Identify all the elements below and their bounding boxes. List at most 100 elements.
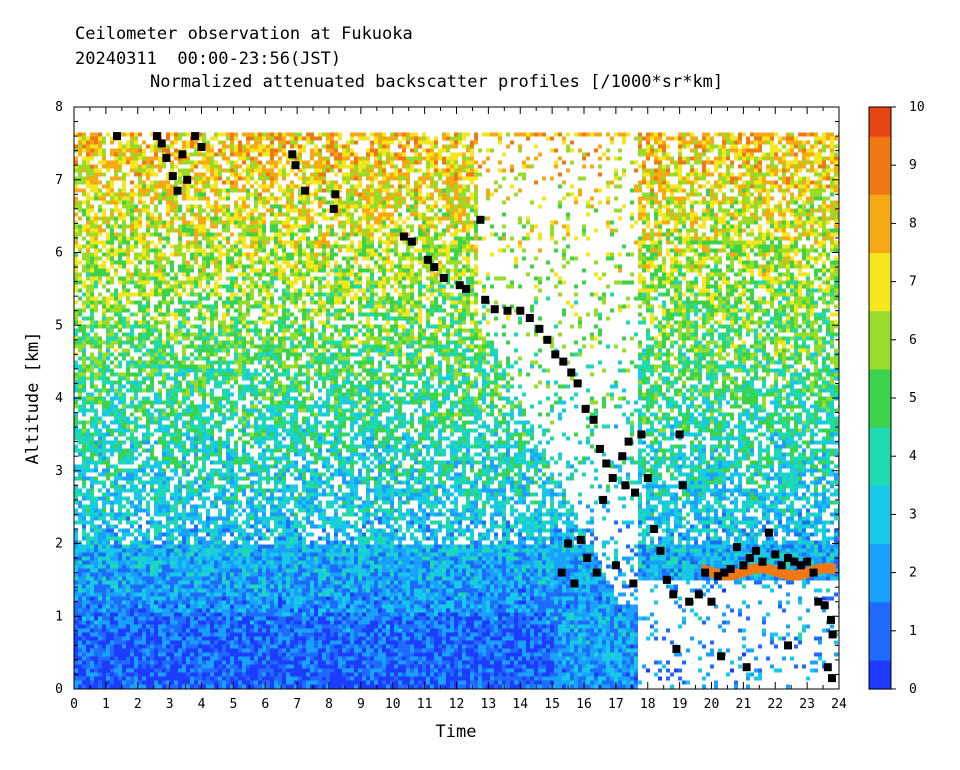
field-cell: [334, 196, 338, 201]
field-cell: [586, 204, 590, 209]
field-cell: [382, 292, 386, 297]
field-cell: [366, 264, 370, 269]
field-cell: [718, 152, 722, 157]
field-cell: [434, 180, 438, 185]
field-cell: [122, 252, 126, 257]
field-cell: [182, 224, 186, 229]
field-cell: [718, 144, 722, 149]
field-cell: [290, 156, 294, 161]
field-cell: [786, 148, 790, 153]
field-cell: [426, 220, 430, 225]
field-cell: [118, 208, 122, 213]
field-cell: [814, 256, 818, 261]
field-cell: [718, 176, 722, 181]
field-cell: [154, 216, 158, 221]
field-cell: [654, 156, 658, 161]
field-cell: [706, 212, 710, 217]
field-cell: [302, 276, 306, 281]
field-cell: [382, 180, 386, 185]
field-cell: [794, 228, 798, 233]
field-cell: [198, 180, 202, 185]
field-cell: [202, 264, 206, 269]
field-cell: [738, 188, 742, 193]
field-cell: [166, 224, 170, 229]
field-cell: [126, 132, 130, 137]
field-cell: [126, 260, 130, 265]
field-cell: [438, 148, 442, 153]
field-cell: [450, 160, 454, 165]
field-cell: [162, 160, 166, 165]
field-cell: [110, 296, 114, 301]
field-cell: [178, 176, 182, 181]
field-cell: [810, 292, 814, 297]
field-cell: [382, 136, 386, 141]
field-cell: [442, 232, 446, 237]
field-cell: [154, 152, 158, 157]
field-cell: [114, 232, 118, 237]
field-cell: [94, 168, 98, 173]
field-cell: [154, 208, 158, 213]
field-cell: [398, 176, 402, 181]
field-cell: [502, 212, 506, 217]
field-cell: [666, 248, 670, 253]
field-cell: [702, 240, 706, 245]
field-cell: [394, 164, 398, 169]
field-cell: [406, 132, 410, 137]
field-cell: [726, 176, 730, 181]
field-cell: [178, 136, 182, 141]
field-cell: [642, 220, 646, 225]
field-cell: [190, 220, 194, 225]
field-cell: [230, 160, 234, 165]
field-cell: [374, 148, 378, 153]
field-cell: [358, 296, 362, 301]
field-cell: [702, 132, 706, 137]
field-cell: [310, 276, 314, 281]
field-cell: [770, 220, 774, 225]
field-cell: [818, 148, 822, 153]
field-cell: [202, 272, 206, 277]
field-cell: [462, 152, 466, 157]
field-cell: [738, 292, 742, 297]
field-cell: [822, 164, 826, 169]
field-cell: [414, 136, 418, 141]
field-cell: [646, 268, 650, 273]
field-cell: [658, 220, 662, 225]
field-cell: [118, 224, 122, 229]
field-cell: [170, 300, 174, 305]
field-cell: [82, 292, 86, 297]
field-cell: [198, 300, 202, 305]
field-cell: [398, 144, 402, 149]
field-cell: [242, 300, 246, 305]
field-cell: [326, 292, 330, 297]
field-cell: [774, 256, 778, 261]
field-cell: [622, 244, 626, 249]
field-cell: [434, 204, 438, 209]
field-cell: [346, 232, 350, 237]
field-cell: [786, 252, 790, 257]
field-cell: [414, 132, 418, 137]
field-cell: [762, 276, 766, 281]
field-cell: [258, 152, 262, 157]
field-cell: [270, 180, 274, 185]
field-cell: [238, 252, 242, 257]
field-cell: [734, 176, 738, 181]
field-cell: [102, 240, 106, 245]
field-cell: [754, 280, 758, 285]
field-cell: [430, 220, 434, 225]
field-cell: [126, 144, 130, 149]
field-cell: [178, 208, 182, 213]
field-cell: [270, 140, 274, 145]
field-cell: [602, 292, 606, 297]
field-cell: [722, 248, 726, 253]
field-cell: [286, 156, 290, 161]
field-cell: [690, 224, 694, 229]
field-cell: [326, 244, 330, 249]
field-cell: [234, 216, 238, 221]
field-cell: [382, 132, 386, 137]
field-cell: [118, 252, 122, 257]
field-cell: [402, 300, 406, 305]
field-cell: [518, 144, 522, 149]
field-cell: [354, 160, 358, 165]
field-cell: [74, 264, 78, 269]
field-cell: [458, 204, 462, 209]
